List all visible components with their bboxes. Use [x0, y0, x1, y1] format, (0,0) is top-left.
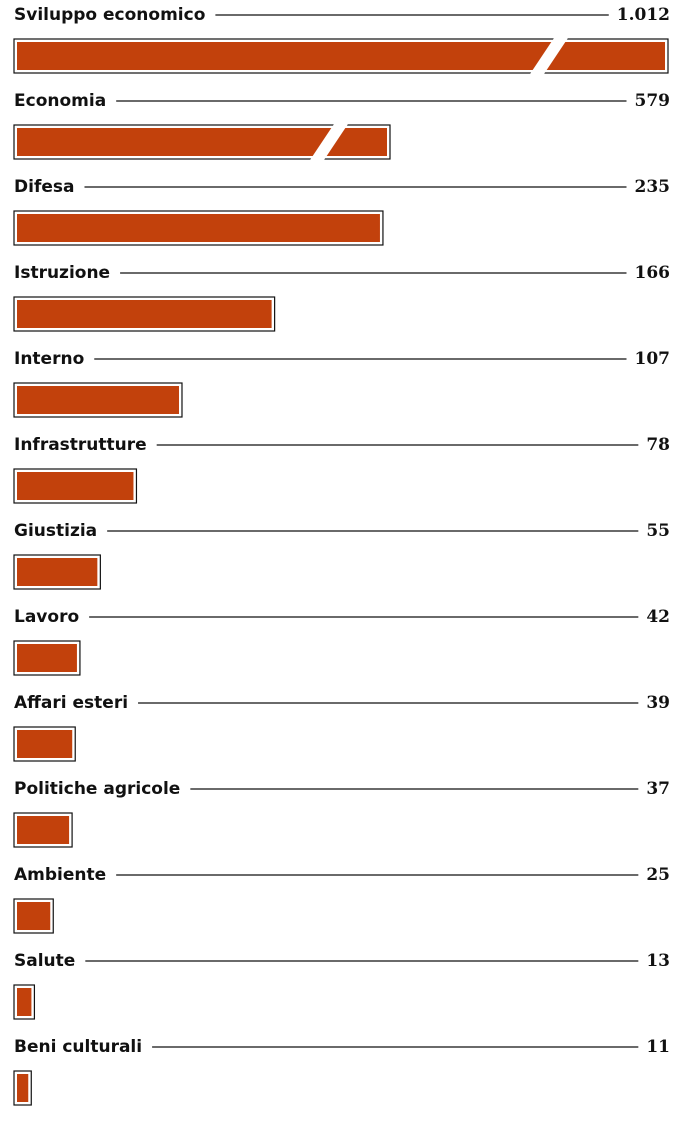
bar-giustizia [17, 558, 98, 586]
bar-sviluppo-economico [17, 42, 665, 70]
bar-lavoro [17, 644, 77, 672]
value-label-politiche-agricole: 37 [646, 779, 670, 799]
bar-break-sviluppo-economico [530, 38, 568, 74]
value-label-affari-esteri: 39 [646, 693, 670, 713]
category-label-istruzione: Istruzione [14, 263, 110, 283]
value-label-lavoro: 42 [646, 607, 670, 627]
category-label-beni-culturali: Beni culturali [14, 1037, 142, 1057]
value-label-salute: 13 [646, 951, 670, 971]
category-label-salute: Salute [14, 951, 75, 971]
category-label-difesa: Difesa [14, 177, 74, 197]
value-label-interno: 107 [635, 349, 671, 369]
category-label-politiche-agricole: Politiche agricole [14, 779, 180, 799]
bar-politiche-agricole [17, 816, 70, 844]
value-label-sviluppo-economico: 1.012 [617, 5, 670, 25]
category-label-lavoro: Lavoro [14, 607, 79, 627]
category-label-interno: Interno [14, 349, 84, 369]
value-label-giustizia: 55 [646, 521, 670, 541]
category-label-sviluppo-economico: Sviluppo economico [14, 5, 205, 25]
bar-ambiente [17, 902, 51, 930]
bar-interno [17, 386, 179, 414]
bar-istruzione [17, 300, 272, 328]
value-label-ambiente: 25 [646, 865, 670, 885]
category-label-affari-esteri: Affari esteri [14, 693, 128, 713]
value-label-beni-culturali: 11 [646, 1037, 670, 1057]
category-label-infrastrutture: Infrastrutture [14, 435, 147, 455]
bar-infrastrutture [17, 472, 134, 500]
bar-salute [17, 988, 32, 1016]
bar-break-economia [310, 124, 348, 160]
bar-difesa [17, 214, 380, 242]
value-label-infrastrutture: 78 [646, 435, 670, 455]
category-label-ambiente: Ambiente [14, 865, 106, 885]
bar-beni-culturali [17, 1074, 29, 1102]
category-label-economia: Economia [14, 91, 106, 111]
category-label-giustizia: Giustizia [14, 521, 97, 541]
bar-affari-esteri [17, 730, 73, 758]
value-label-economia: 579 [635, 91, 671, 111]
value-label-difesa: 235 [635, 177, 671, 197]
value-label-istruzione: 166 [635, 263, 671, 283]
